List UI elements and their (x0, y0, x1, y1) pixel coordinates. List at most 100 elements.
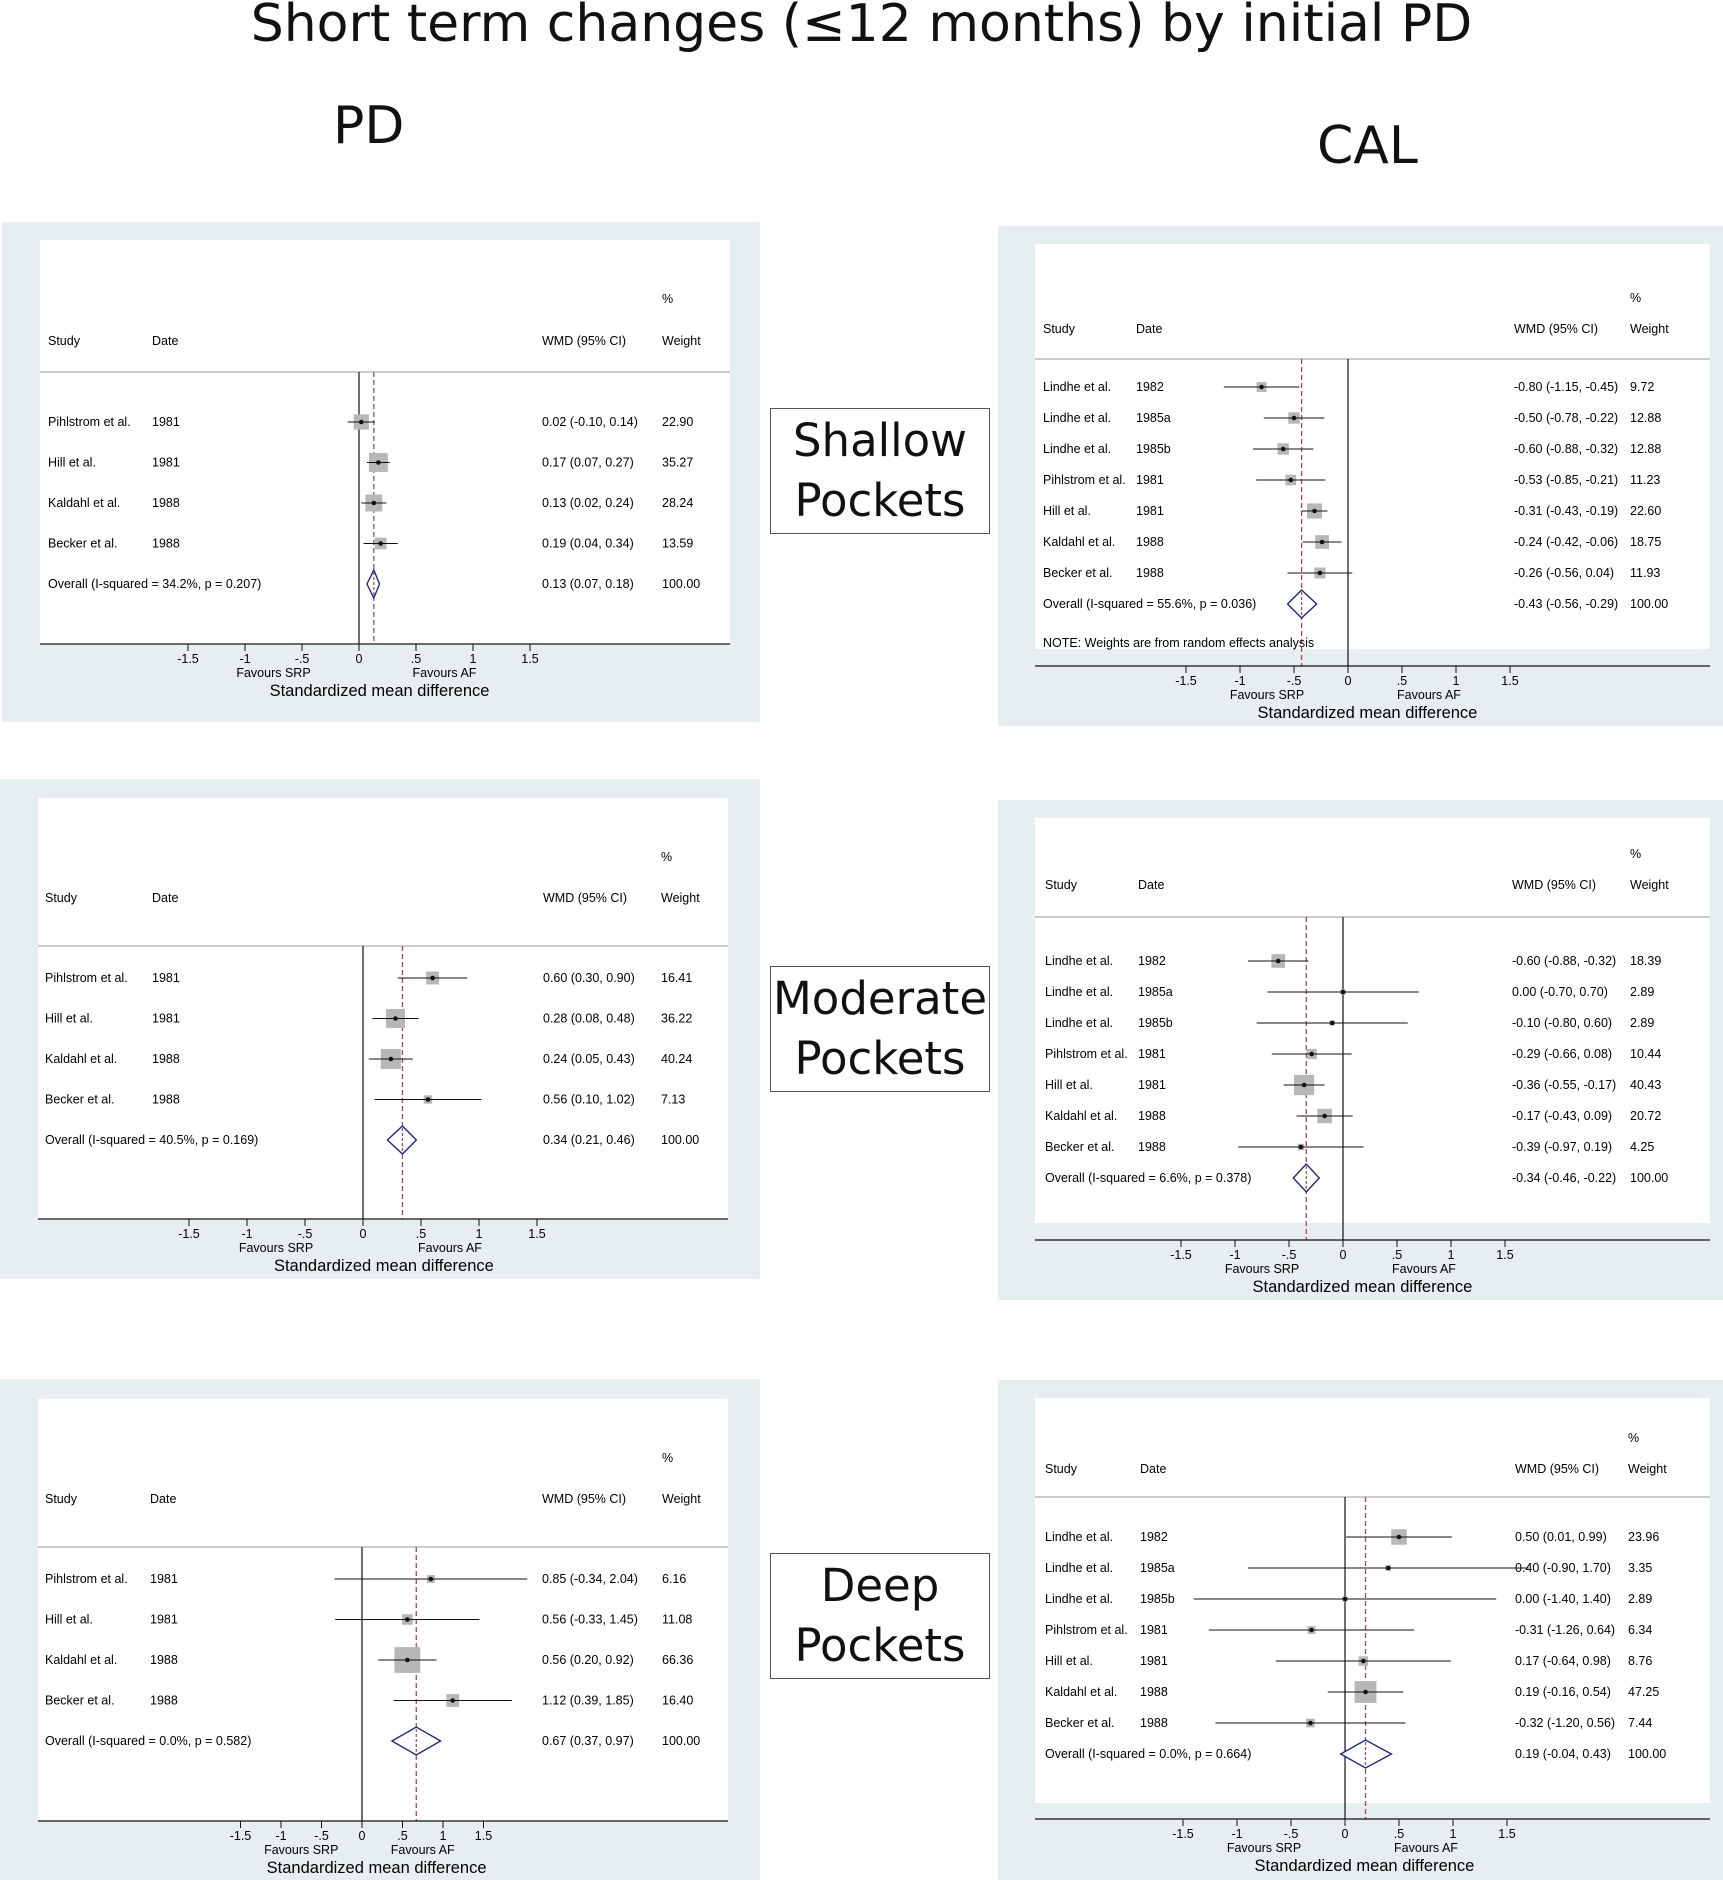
header-date: Date (150, 1492, 176, 1506)
x-axis-label: Standardized mean difference (274, 1257, 494, 1275)
study-ci: -0.24 (-0.42, -0.06) (1514, 535, 1618, 549)
study-name: Hill et al. (45, 1012, 93, 1026)
row-label-line1: Moderate (772, 972, 987, 1025)
favours-left-label: Favours SRP (1227, 1841, 1301, 1855)
point-estimate (405, 1617, 410, 1622)
row-label-shallow: Shallow Pockets (770, 408, 990, 534)
study-weight: 36.22 (661, 1012, 692, 1026)
row-label-line1: Deep (820, 1559, 940, 1612)
forest-plot-svg: % Study Date WMD (95% CI) Weight Lindhe et al… (1035, 1398, 1710, 1875)
study-name: Lindhe et al. (1045, 1016, 1113, 1030)
study-date: 1988 (152, 537, 180, 551)
favours-left-label: Favours SRP (239, 1241, 313, 1255)
header-percent: % (1630, 847, 1641, 861)
study-ci: 0.50 (0.01, 0.99) (1515, 1530, 1607, 1544)
overall-ci: 0.13 (0.07, 0.18) (542, 577, 634, 591)
header-percent: % (662, 1451, 673, 1465)
x-tick-label: -1.5 (1170, 1248, 1192, 1262)
study-weight: 22.60 (1630, 504, 1661, 518)
study-name: Pihlstrom et al. (45, 1572, 128, 1586)
study-name: Pihlstrom et al. (1043, 473, 1126, 487)
x-tick-label: 1.5 (528, 1227, 545, 1241)
study-ci: -0.80 (-1.15, -0.45) (1514, 380, 1618, 394)
study-date: 1988 (1140, 1716, 1168, 1730)
plot-area (1035, 818, 1710, 1223)
plot-area (1035, 244, 1710, 649)
favours-left-label: Favours SRP (1225, 1262, 1299, 1276)
study-weight: 23.96 (1628, 1530, 1659, 1544)
header-weight: Weight (1628, 1462, 1667, 1476)
point-estimate (428, 1576, 434, 1582)
study-ci: -0.31 (-1.26, 0.64) (1515, 1623, 1615, 1637)
x-tick-label: 1 (440, 1829, 447, 1843)
favours-left-label: Favours SRP (1230, 688, 1304, 702)
study-date: 1981 (1140, 1654, 1168, 1668)
forest-plot-svg: % Study Date WMD (95% CI) Weight Lindhe et al… (1035, 244, 1710, 722)
study-date: 1982 (1136, 380, 1164, 394)
point-estimate (1309, 1627, 1314, 1633)
study-date: 1985a (1140, 1561, 1175, 1575)
study-ci: -0.10 (-0.80, 0.60) (1512, 1016, 1612, 1030)
forest-plot-svg: % Study Date WMD (95% CI) Weight Lindhe et al… (1035, 818, 1710, 1296)
study-ci: 1.12 (0.39, 1.85) (542, 1694, 634, 1708)
study-name: Kaldahl et al. (48, 496, 120, 510)
study-name: Hill et al. (1045, 1078, 1093, 1092)
study-date: 1988 (1138, 1109, 1166, 1123)
favours-right-label: Favours AF (1394, 1841, 1458, 1855)
forest-plot-svg: % Study Date WMD (95% CI) Weight Pihlstrom et… (38, 1399, 728, 1877)
favours-right-label: Favours AF (418, 1241, 482, 1255)
point-estimate (388, 1056, 394, 1062)
study-date: 1981 (150, 1613, 178, 1627)
x-tick-label: 0 (1345, 674, 1352, 688)
study-ci: 0.24 (0.05, 0.43) (543, 1052, 635, 1066)
header-date: Date (1138, 878, 1164, 892)
plot-area (1035, 1398, 1710, 1803)
overall-weight: 100.00 (1628, 1747, 1666, 1761)
x-tick-label: -1 (239, 652, 250, 666)
point-estimate (1280, 446, 1286, 452)
study-date: 1985b (1138, 1016, 1173, 1030)
study-weight: 16.40 (662, 1694, 693, 1708)
header-effect: WMD (95% CI) (542, 334, 626, 348)
column-title-pd: PD (333, 96, 405, 156)
header-percent: % (1630, 291, 1641, 305)
point-estimate (1291, 415, 1297, 421)
study-ci: -0.31 (-0.43, -0.19) (1514, 504, 1618, 518)
study-ci: 0.17 (0.07, 0.27) (542, 456, 634, 470)
overall-label: Overall (I-squared = 55.6%, p = 0.036) (1043, 597, 1256, 611)
forest-plot-svg: % Study Date WMD (95% CI) Weight Pihlstrom et… (40, 240, 730, 700)
point-estimate (1301, 1082, 1307, 1088)
study-ci: -0.60 (-0.88, -0.32) (1512, 954, 1616, 968)
point-estimate (1361, 1658, 1366, 1664)
study-weight: 2.89 (1628, 1592, 1652, 1606)
study-name: Becker et al. (45, 1694, 114, 1708)
overall-label: Overall (I-squared = 34.2%, p = 0.207) (48, 577, 261, 591)
row-label-line2: Pockets (794, 1032, 966, 1085)
study-name: Becker et al. (1045, 1140, 1114, 1154)
study-ci: 0.60 (0.30, 0.90) (543, 971, 635, 985)
study-name: Lindhe et al. (1045, 985, 1113, 999)
study-date: 1988 (152, 496, 180, 510)
study-date: 1981 (152, 971, 180, 985)
study-date: 1988 (1136, 566, 1164, 580)
study-date: 1981 (152, 1012, 180, 1026)
point-estimate (376, 460, 381, 465)
header-weight: Weight (1630, 322, 1669, 336)
point-estimate (393, 1016, 398, 1021)
overall-label: Overall (I-squared = 6.6%, p = 0.378) (1045, 1171, 1251, 1185)
x-tick-label: -1.5 (1172, 1827, 1194, 1841)
study-name: Becker et al. (48, 537, 117, 551)
x-tick-label: 0 (356, 652, 363, 666)
study-date: 1981 (150, 1572, 178, 1586)
study-ci: 0.00 (-0.70, 0.70) (1512, 985, 1608, 999)
point-estimate (1288, 477, 1294, 483)
overall-weight: 100.00 (1630, 597, 1668, 611)
x-tick-label: -1 (1234, 674, 1245, 688)
overall-weight: 100.00 (662, 577, 700, 591)
x-tick-label: -1 (1231, 1827, 1242, 1841)
point-estimate (1329, 1020, 1335, 1026)
study-weight: 40.43 (1630, 1078, 1661, 1092)
study-date: 1988 (152, 1052, 180, 1066)
point-estimate (1317, 570, 1323, 576)
forest-plot-svg: % Study Date WMD (95% CI) Weight Pihlstrom et… (38, 798, 728, 1275)
